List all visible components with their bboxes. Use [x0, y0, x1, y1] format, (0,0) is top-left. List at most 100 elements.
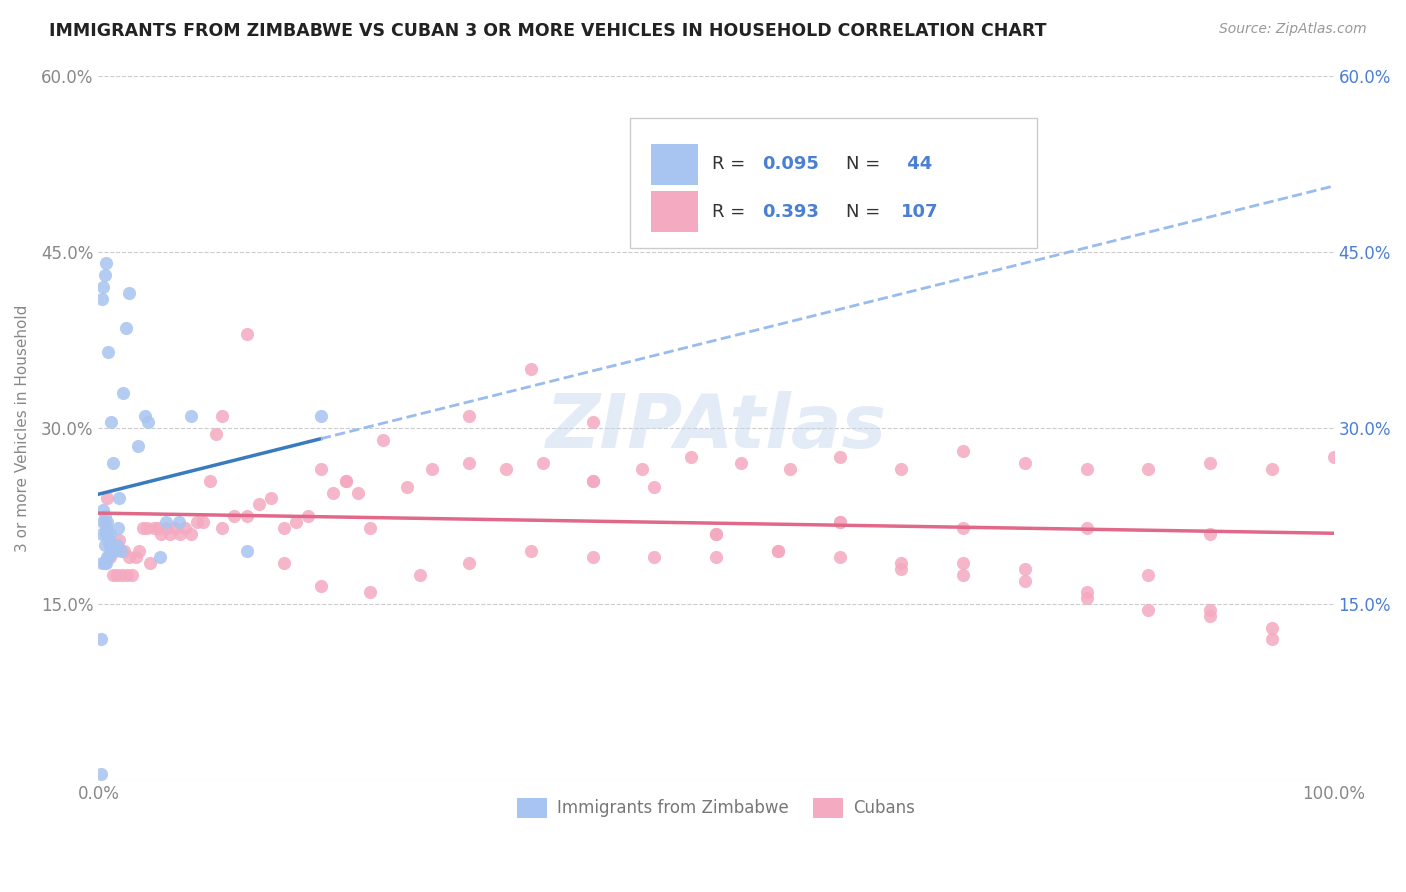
- Point: [110, 544, 132, 558]
- Point: [1199, 603, 1222, 617]
- Point: [94, 526, 117, 541]
- FancyBboxPatch shape: [651, 144, 697, 185]
- Point: [681, 450, 703, 465]
- Point: [97, 344, 120, 359]
- Point: [520, 362, 543, 376]
- Point: [247, 497, 270, 511]
- Point: [97, 550, 120, 565]
- Point: [581, 474, 603, 488]
- Point: [165, 521, 187, 535]
- Point: [531, 456, 554, 470]
- Point: [396, 480, 419, 494]
- Point: [204, 426, 226, 441]
- Point: [890, 556, 912, 570]
- Point: [347, 485, 370, 500]
- Point: [828, 515, 851, 529]
- Point: [1014, 562, 1036, 576]
- Point: [224, 508, 246, 523]
- Y-axis label: 3 or more Vehicles in Household: 3 or more Vehicles in Household: [15, 304, 30, 551]
- Point: [273, 556, 295, 570]
- Point: [359, 585, 381, 599]
- Point: [90, 632, 112, 647]
- Point: [1199, 608, 1222, 623]
- Point: [1261, 632, 1284, 647]
- Point: [94, 556, 117, 570]
- Point: [128, 544, 150, 558]
- Point: [420, 462, 443, 476]
- Point: [1014, 574, 1036, 588]
- Point: [94, 256, 117, 270]
- Point: [93, 508, 115, 523]
- Point: [150, 526, 173, 541]
- Text: 107: 107: [901, 202, 939, 220]
- Point: [107, 521, 129, 535]
- Point: [136, 415, 159, 429]
- FancyBboxPatch shape: [630, 118, 1038, 248]
- Point: [1199, 456, 1222, 470]
- Point: [273, 521, 295, 535]
- Point: [1076, 585, 1098, 599]
- Point: [1076, 591, 1098, 606]
- Point: [1261, 621, 1284, 635]
- Text: N =: N =: [846, 202, 886, 220]
- Point: [91, 526, 114, 541]
- Point: [118, 285, 141, 300]
- Point: [779, 462, 801, 476]
- Point: [100, 415, 122, 429]
- Point: [108, 491, 131, 506]
- Point: [335, 474, 357, 488]
- Text: N =: N =: [846, 155, 886, 173]
- Point: [186, 515, 208, 529]
- Point: [139, 556, 162, 570]
- Point: [260, 491, 283, 506]
- Point: [520, 544, 543, 558]
- Point: [704, 526, 727, 541]
- Point: [458, 409, 481, 424]
- Point: [1323, 450, 1346, 465]
- Point: [93, 268, 115, 283]
- Point: [828, 550, 851, 565]
- Point: [108, 533, 131, 547]
- Point: [1137, 462, 1160, 476]
- Point: [90, 767, 112, 781]
- Point: [766, 544, 789, 558]
- Point: [114, 321, 136, 335]
- Point: [952, 521, 974, 535]
- Point: [93, 556, 115, 570]
- Text: R =: R =: [713, 202, 751, 220]
- Point: [134, 409, 156, 424]
- Point: [91, 292, 114, 306]
- Point: [704, 526, 727, 541]
- Point: [581, 550, 603, 565]
- Point: [285, 515, 308, 529]
- Point: [828, 450, 851, 465]
- Point: [235, 508, 257, 523]
- Point: [105, 567, 128, 582]
- Point: [93, 515, 115, 529]
- Point: [952, 444, 974, 458]
- Point: [155, 521, 177, 535]
- Point: [98, 538, 121, 552]
- Point: [193, 515, 215, 529]
- Point: [631, 462, 654, 476]
- Point: [124, 550, 146, 565]
- Point: [581, 415, 603, 429]
- Point: [359, 521, 381, 535]
- Point: [890, 462, 912, 476]
- Point: [828, 515, 851, 529]
- Point: [952, 556, 974, 570]
- Point: [335, 474, 357, 488]
- Point: [111, 567, 134, 582]
- Point: [155, 515, 177, 529]
- Point: [952, 567, 974, 582]
- Legend: Immigrants from Zimbabwe, Cubans: Immigrants from Zimbabwe, Cubans: [510, 791, 922, 825]
- Point: [766, 544, 789, 558]
- Point: [96, 515, 118, 529]
- Point: [408, 567, 430, 582]
- Point: [704, 550, 727, 565]
- Text: 44: 44: [901, 155, 932, 173]
- Point: [495, 462, 517, 476]
- Point: [96, 550, 118, 565]
- Point: [146, 521, 169, 535]
- Point: [91, 556, 114, 570]
